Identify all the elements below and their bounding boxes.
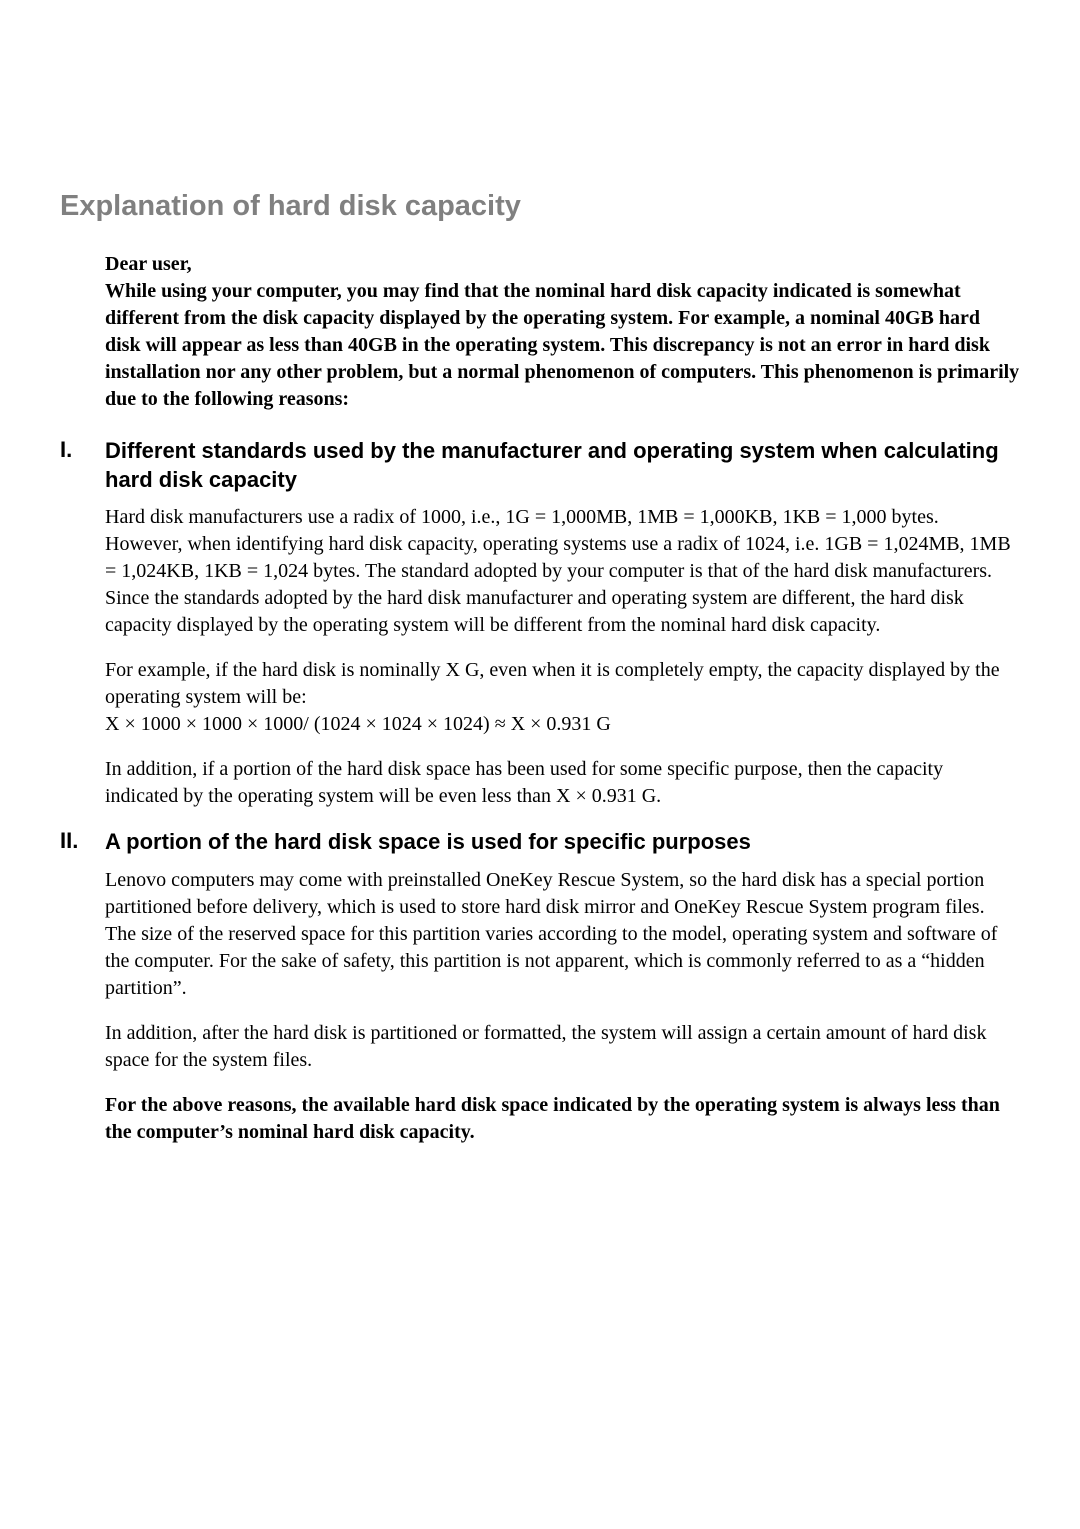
intro-paragraph: Dear user, While using your computer, yo… — [105, 251, 1020, 413]
section-1-para-2-text: For example, if the hard disk is nominal… — [105, 659, 1000, 708]
section-1-header: I. Different standards used by the manuf… — [60, 437, 1020, 494]
section-2-content: Lenovo computers may come with preinstal… — [60, 867, 1020, 1146]
section-1-para-3: In addition, if a portion of the hard di… — [105, 756, 1020, 810]
section-1: I. Different standards used by the manuf… — [60, 437, 1020, 810]
intro-block: Dear user, While using your computer, yo… — [60, 251, 1020, 413]
conclusion-paragraph: For the above reasons, the available har… — [105, 1092, 1020, 1146]
section-2-number: II. — [60, 828, 105, 854]
section-1-para-1: Hard disk manufacturers use a radix of 1… — [105, 504, 1020, 639]
section-2: II. A portion of the hard disk space is … — [60, 828, 1020, 1146]
page-title: Explanation of hard disk capacity — [60, 190, 1020, 223]
section-2-header: II. A portion of the hard disk space is … — [60, 828, 1020, 857]
section-1-number: I. — [60, 437, 105, 463]
section-1-title: Different standards used by the manufact… — [105, 437, 1020, 494]
section-1-formula: X × 1000 × 1000 × 1000/ (1024 × 1024 × 1… — [105, 713, 611, 735]
greeting-text: Dear user, — [105, 253, 192, 275]
section-2-para-1: Lenovo computers may come with preinstal… — [105, 867, 1020, 1002]
section-1-content: Hard disk manufacturers use a radix of 1… — [60, 504, 1020, 810]
section-2-title: A portion of the hard disk space is used… — [105, 828, 1020, 857]
intro-body-text: While using your computer, you may find … — [105, 280, 1019, 410]
section-1-para-2: For example, if the hard disk is nominal… — [105, 657, 1020, 738]
section-2-para-2: In addition, after the hard disk is part… — [105, 1020, 1020, 1074]
